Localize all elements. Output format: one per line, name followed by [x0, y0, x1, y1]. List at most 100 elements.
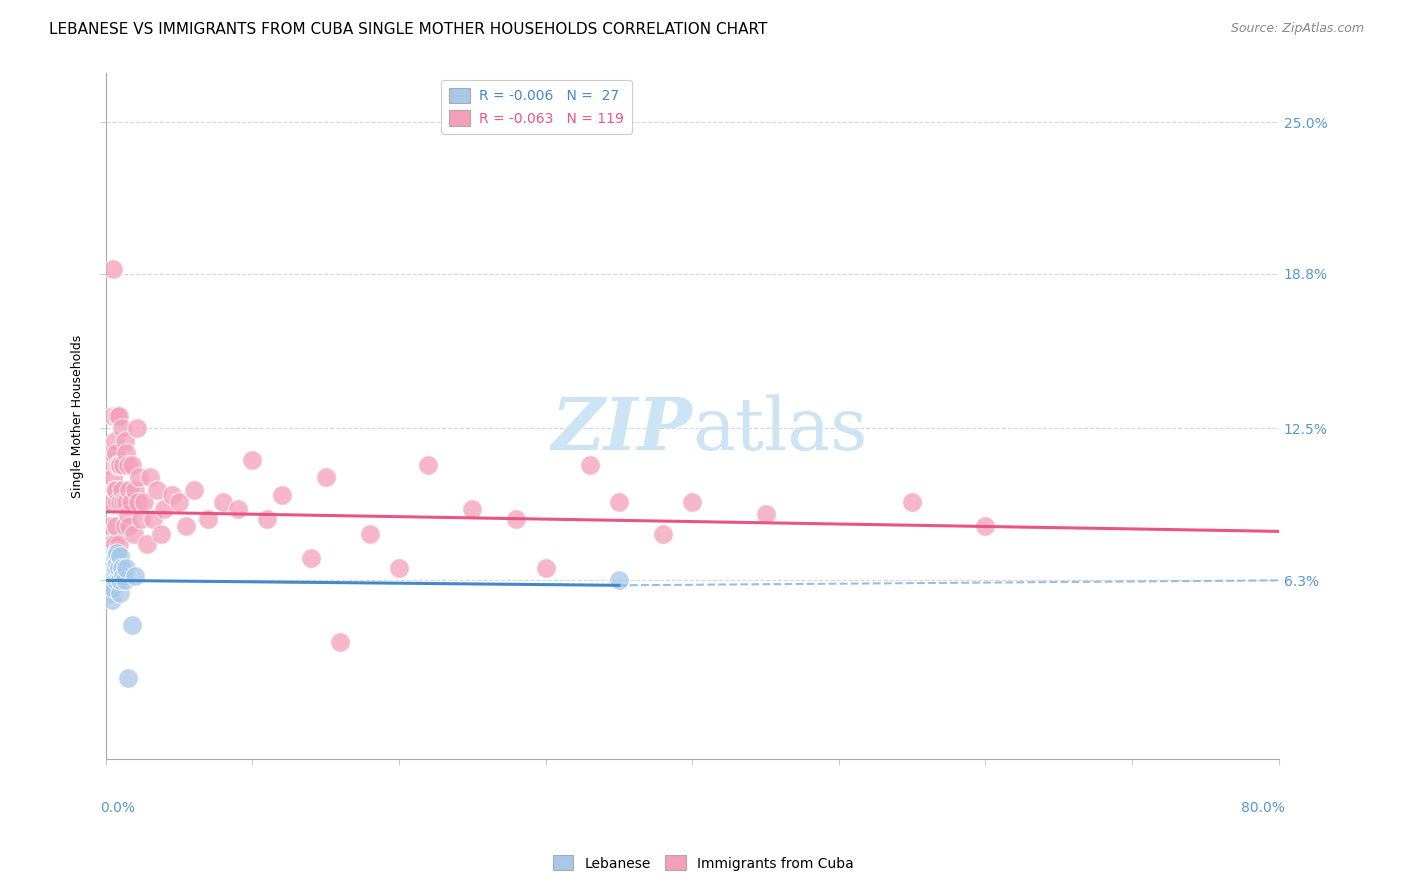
Point [125, 421, 148, 435]
Point [100, 551, 122, 566]
Point [110, 561, 132, 575]
Point [107, 556, 129, 570]
Point [153, 502, 176, 516]
Point [212, 495, 235, 509]
Point [114, 434, 136, 448]
Point [100, 593, 122, 607]
Point [142, 512, 165, 526]
Point [132, 495, 155, 509]
Point [388, 561, 411, 575]
Point [117, 507, 139, 521]
Text: ZIP: ZIP [551, 394, 692, 466]
Point [110, 585, 132, 599]
Text: atlas: atlas [692, 394, 868, 465]
Point [98, 561, 121, 575]
Point [117, 672, 139, 686]
Point [121, 458, 143, 473]
Point [127, 495, 149, 509]
Point [176, 519, 198, 533]
Point [114, 519, 136, 533]
Point [107, 544, 129, 558]
Point [150, 526, 173, 541]
Point [418, 458, 440, 473]
Point [110, 458, 132, 473]
Point [101, 470, 124, 484]
Point [108, 561, 131, 575]
Point [167, 495, 190, 509]
Point [183, 483, 205, 497]
Point [901, 495, 924, 509]
Point [103, 551, 125, 566]
Point [107, 409, 129, 424]
Point [146, 483, 169, 497]
Point [110, 549, 132, 563]
Point [129, 512, 152, 526]
Text: 0.0%: 0.0% [100, 800, 135, 814]
Point [100, 495, 122, 509]
Point [100, 536, 122, 550]
Point [299, 551, 322, 566]
Point [107, 458, 129, 473]
Point [681, 495, 703, 509]
Point [118, 483, 141, 497]
Point [103, 483, 125, 497]
Point [135, 536, 157, 550]
Point [108, 568, 131, 582]
Point [100, 446, 122, 460]
Point [139, 470, 162, 484]
Point [103, 434, 125, 448]
Point [105, 561, 128, 575]
Point [114, 574, 136, 588]
Point [101, 262, 124, 277]
Point [105, 561, 128, 575]
Point [461, 502, 484, 516]
Point [108, 409, 131, 424]
Point [315, 470, 337, 484]
Point [103, 568, 125, 582]
Point [652, 526, 675, 541]
Point [105, 574, 128, 588]
Point [120, 495, 142, 509]
Point [101, 581, 124, 595]
Point [607, 574, 630, 588]
Point [111, 561, 134, 575]
Point [105, 519, 128, 533]
Point [110, 495, 132, 509]
Point [112, 495, 135, 509]
Point [112, 458, 135, 473]
Point [112, 568, 135, 582]
Point [101, 561, 124, 575]
Point [111, 483, 134, 497]
Point [107, 546, 129, 560]
Text: 80.0%: 80.0% [1240, 800, 1285, 814]
Point [329, 634, 352, 648]
Point [105, 446, 128, 460]
Point [122, 526, 145, 541]
Point [270, 487, 292, 501]
Point [98, 519, 121, 533]
Point [98, 585, 121, 599]
Point [607, 495, 630, 509]
Point [105, 483, 128, 497]
Y-axis label: Single Mother Households: Single Mother Households [72, 334, 84, 498]
Point [97, 495, 120, 509]
Point [118, 519, 141, 533]
Legend: Lebanese, Immigrants from Cuba: Lebanese, Immigrants from Cuba [547, 850, 859, 876]
Point [121, 617, 143, 632]
Point [578, 458, 600, 473]
Text: LEBANESE VS IMMIGRANTS FROM CUBA SINGLE MOTHER HOUSEHOLDS CORRELATION CHART: LEBANESE VS IMMIGRANTS FROM CUBA SINGLE … [49, 22, 768, 37]
Point [359, 526, 381, 541]
Point [108, 536, 131, 550]
Text: Source: ZipAtlas.com: Source: ZipAtlas.com [1230, 22, 1364, 36]
Point [256, 512, 278, 526]
Point [160, 487, 183, 501]
Point [242, 453, 264, 467]
Point [105, 549, 128, 563]
Point [115, 446, 138, 460]
Point [124, 483, 146, 497]
Point [128, 470, 150, 484]
Point [505, 512, 527, 526]
Point [226, 502, 249, 516]
Point [101, 409, 124, 424]
Point [115, 561, 138, 575]
